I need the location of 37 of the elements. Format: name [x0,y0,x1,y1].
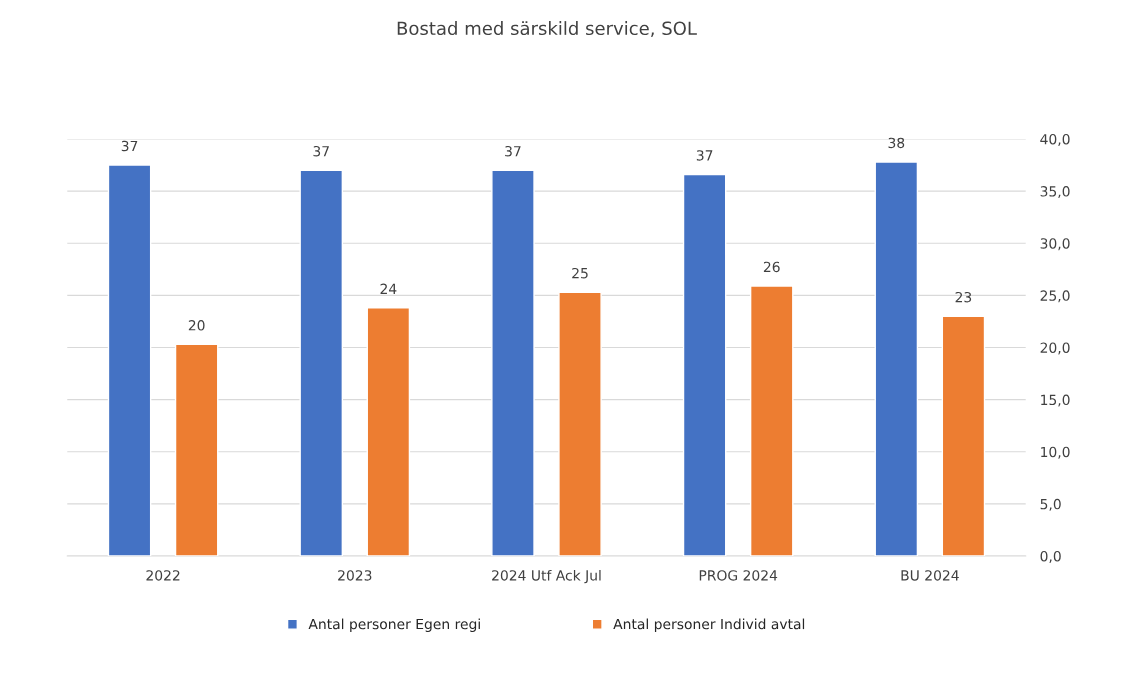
data-label: 37 [696,150,713,161]
y-tick-label: 20,0 [1040,342,1070,355]
data-label: 38 [888,137,905,149]
y-tick-label: 30,0 [1040,238,1070,251]
data-label: 26 [763,261,780,273]
x-tick-label: BU 2024 [901,570,959,581]
bar [874,161,919,556]
y-tick-label: 25,0 [1040,290,1070,303]
bar [174,343,219,556]
y-tick-label: 5,0 [1040,498,1061,511]
x-tick-label: 2023 [338,570,372,581]
y-tick-label: 15,0 [1041,394,1070,407]
data-label: 20 [188,320,205,331]
y-tick-label: 10,0 [1041,446,1070,459]
bar [749,285,794,556]
y-tick-label: 0,0 [1040,550,1061,563]
data-label: 37 [121,140,138,152]
y-tick-label: 40,0 [1040,133,1070,146]
legend-label: Antal personer Individ avtal [613,618,805,632]
x-tick-label: PROG 2024 [699,570,778,581]
bar [491,169,535,556]
x-tick-label: 2022 [146,570,180,581]
bar [941,315,986,556]
x-tick-label: 2024 Utf Ack Jul [492,569,601,584]
data-label: 37 [505,145,521,157]
data-label: 37 [313,145,329,157]
data-label: 23 [955,291,972,303]
legend-label: Antal personer Egen regi [308,618,480,632]
bar [366,307,411,556]
chart-title: Bostad med särskild service, SOL [397,21,697,37]
bar [682,173,727,556]
data-label: 24 [380,283,397,294]
bar [107,164,152,556]
bar [299,169,344,556]
data-label: 25 [572,267,588,279]
y-tick-label: 35,0 [1040,186,1070,199]
bar [558,291,602,556]
